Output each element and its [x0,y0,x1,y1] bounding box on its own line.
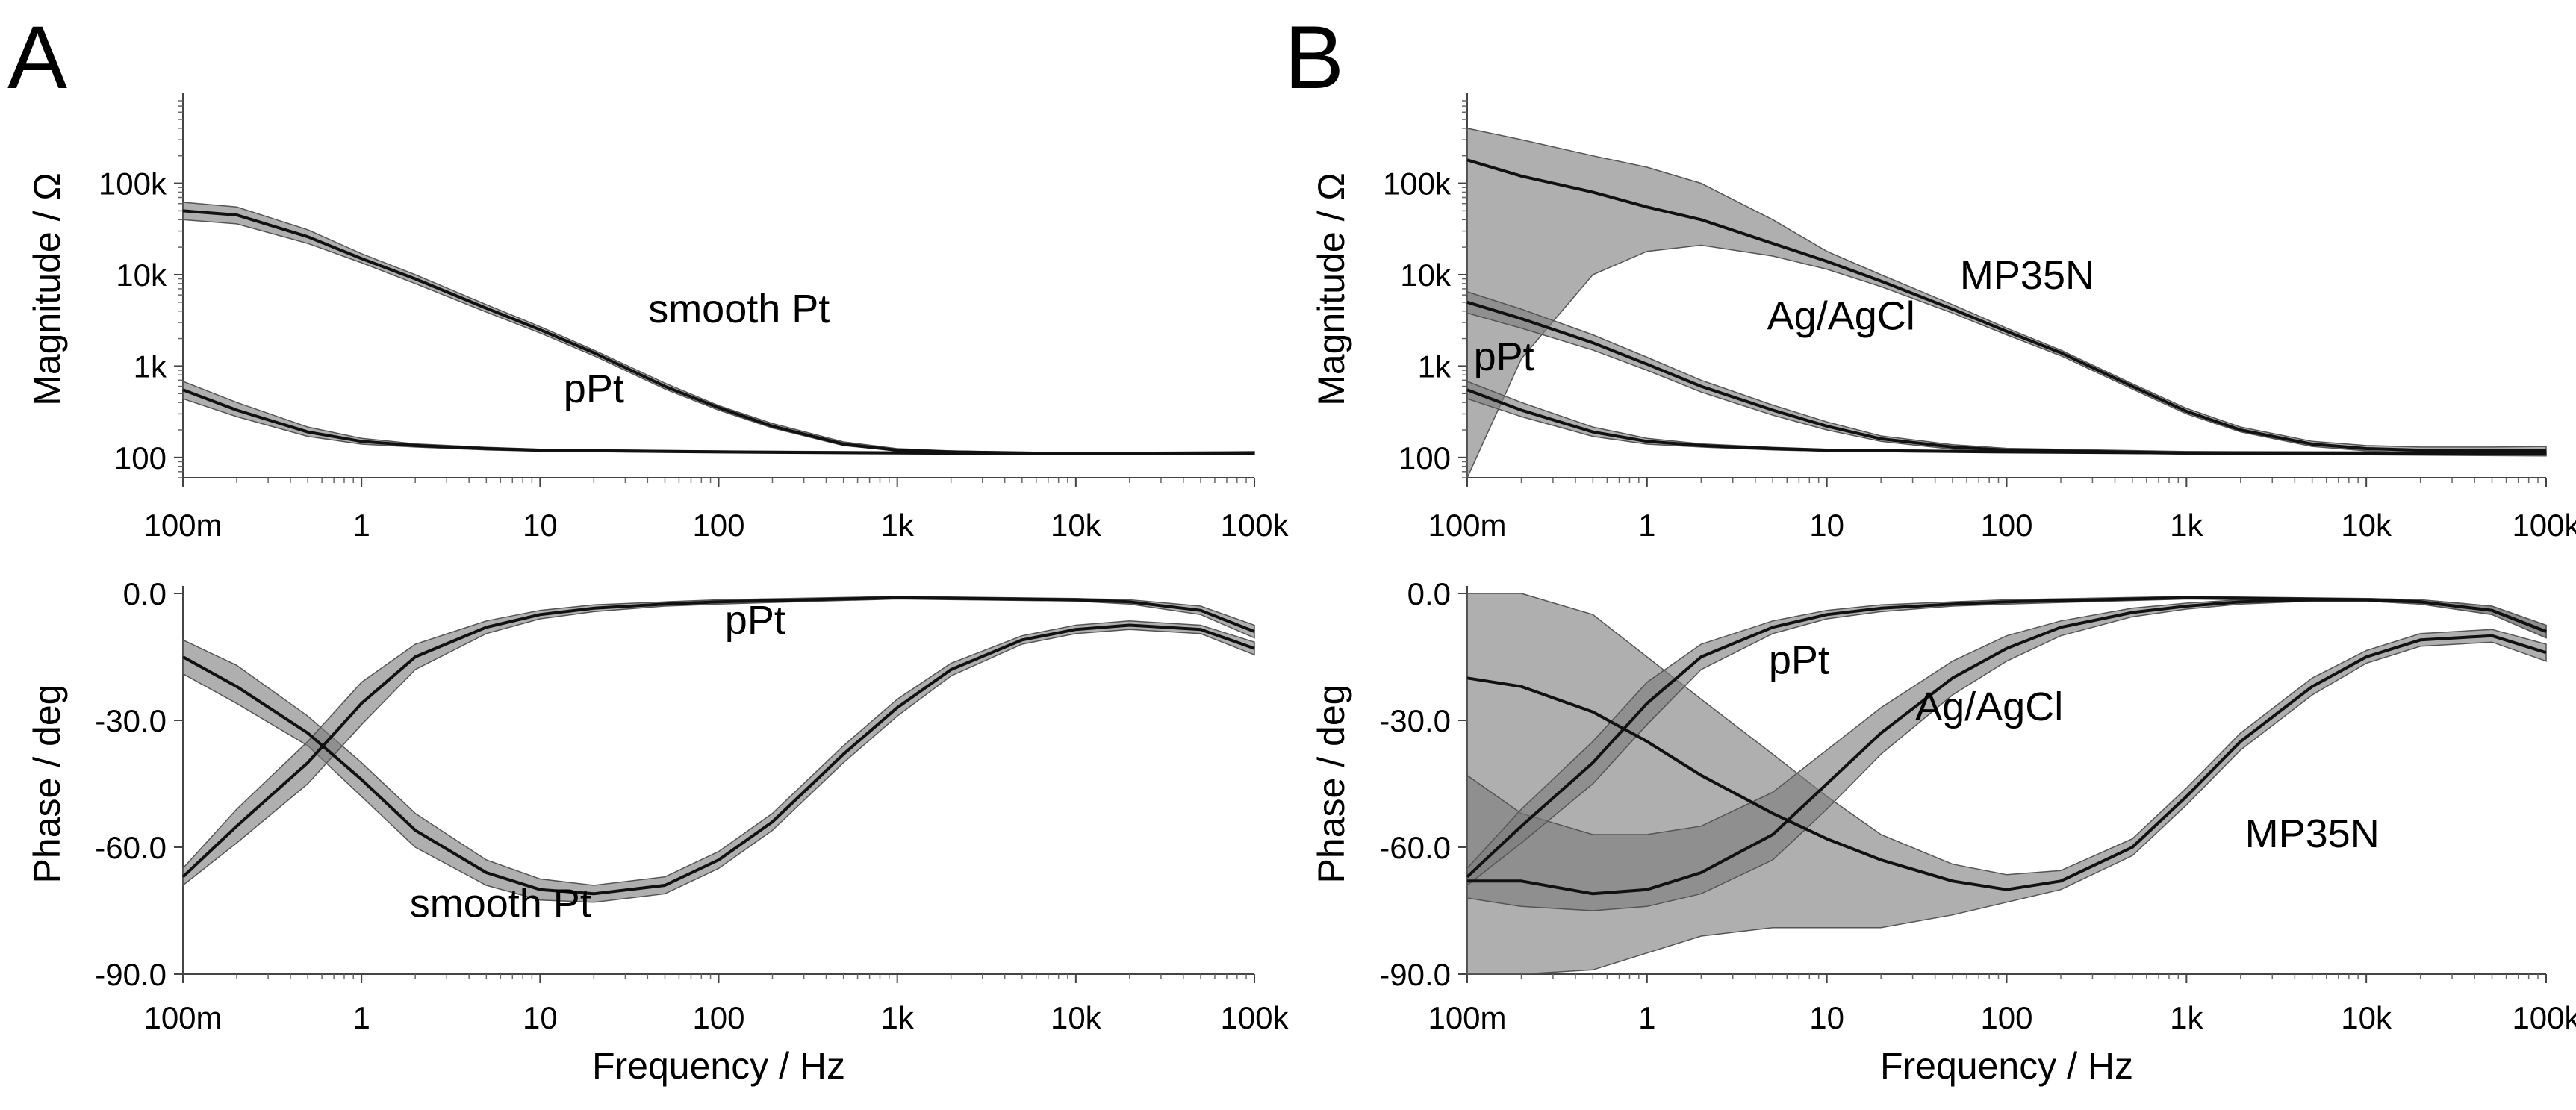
x-tick-label: 100m [1428,1000,1506,1035]
y-tick-label: 10k [116,258,167,293]
x-tick-label: 100k [1220,508,1289,543]
y-tick-label: 100 [1399,440,1451,476]
curve-label-ppt: pPt [1474,334,1534,379]
y-axis-label: Magnitude / Ω [26,172,68,406]
x-tick-label: 10k [1051,508,1102,543]
band-ppt [1466,596,2547,887]
x-tick-label: 1 [1638,1000,1655,1035]
x-tick-label: 1 [1638,508,1655,543]
panel-a-magnitude-chart: 100m 1 10 100 1k 10k 100k 100 1k 10k 100k Magnitude… [26,93,1289,543]
y-tick-label: -60.0 [1379,830,1451,865]
curve-label-smooth-pt: smooth Pt [648,287,830,331]
x-tick-label: 1k [2170,1000,2203,1035]
curve-label-mp35n: MP35N [1960,253,2094,298]
x-tick-label: 100k [2512,1000,2576,1035]
line-mp35n [1466,634,2547,891]
x-tick-label: 100 [692,1000,744,1035]
band-mp35n [1466,127,2547,478]
line-ppt [181,596,1255,879]
curve-label-smooth-pt: smooth Pt [410,882,591,926]
x-tick-label: 10 [1809,1000,1844,1035]
y-axis-label: Phase / deg [1310,685,1352,884]
x-tick-label: 1k [880,1000,914,1035]
x-tick-label: 1k [2170,508,2203,543]
x-tick-label: 100 [1980,1000,2032,1035]
panel-b-phase-chart: 100m 1 10 100 1k 10k 100k 0.0 -30.0 -60.0 -90.0 Pha… [1310,576,2576,1087]
x-axis-label: Frequency / Hz [1880,1045,2133,1087]
line-smooth-pt [182,623,1255,896]
panel-b-letter: B [1284,7,1344,107]
band-mp35n [1466,593,2547,975]
x-tick-label: 1 [352,1000,370,1035]
band-smooth-pt [182,620,1255,903]
y-tick-label: 0.0 [123,576,167,611]
y-tick-label: -30.0 [95,703,167,738]
curve-label-ppt: pPt [725,598,785,643]
x-tick-label: 100k [1220,1000,1289,1035]
x-tick-label: 100m [143,508,222,543]
line-mp35n [1466,158,2546,452]
x-tick-label: 100m [1428,508,1506,543]
band-ag-agcl [1466,290,2547,457]
line-ppt [182,388,1254,455]
x-tick-label: 1k [880,508,914,543]
curve-label-ppt: pPt [1769,638,1829,683]
x-axis-label: Frequency / Hz [592,1045,845,1087]
curve-label-mp35n: MP35N [2245,811,2380,856]
y-axis-label: Phase / deg [26,685,68,884]
x-tick-label: 10k [2341,1000,2392,1035]
x-tick-label: 100 [1980,508,2032,543]
x-tick-label: 1 [352,508,370,543]
y-tick-label: 100 [114,440,167,476]
y-tick-label: 100k [1383,166,1452,202]
x-tick-label: 10k [2341,508,2392,543]
y-tick-label: 1k [134,349,167,384]
x-tick-label: 10 [1809,508,1844,543]
line-ag-agcl [1466,300,2546,455]
curve-label-ppt: pPt [564,367,624,411]
curve-label-ag-agcl: Ag/AgCl [1915,685,2063,729]
y-tick-label: 10k [1400,258,1452,293]
y-axis-label: Magnitude / Ω [1310,172,1352,406]
y-tick-label: -90.0 [95,957,167,992]
y-tick-label: -90.0 [1379,957,1451,992]
band-ppt [182,380,1255,455]
y-tick-label: -30.0 [1379,703,1451,738]
band-ppt [1466,380,2547,455]
y-tick-label: -60.0 [95,830,167,865]
y-tick-label: 1k [1418,349,1452,384]
x-tick-label: 100m [143,1000,222,1035]
x-tick-label: 10 [523,1000,558,1035]
panel-a-letter: A [7,7,67,107]
panel-a-phase-chart: 100m 1 10 100 1k 10k 100k 0.0 -30.0 -60.0 -90.0 Pha… [26,576,1289,1087]
x-tick-label: 100k [2512,508,2576,543]
line-ppt [1466,388,2546,455]
panel-b-magnitude-chart: 100m 1 10 100 1k 10k 100k 100 1k 10k 100k Magnitude… [1310,93,2576,543]
x-tick-label: 100 [692,508,744,543]
curve-label-ag-agcl: Ag/AgCl [1767,294,1915,339]
band-ppt [182,596,1255,887]
x-tick-label: 10k [1051,1000,1102,1035]
x-tick-label: 10 [523,508,558,543]
y-tick-label: 0.0 [1407,576,1451,611]
line-ppt [1466,596,2547,879]
y-tick-label: 100k [99,166,167,202]
